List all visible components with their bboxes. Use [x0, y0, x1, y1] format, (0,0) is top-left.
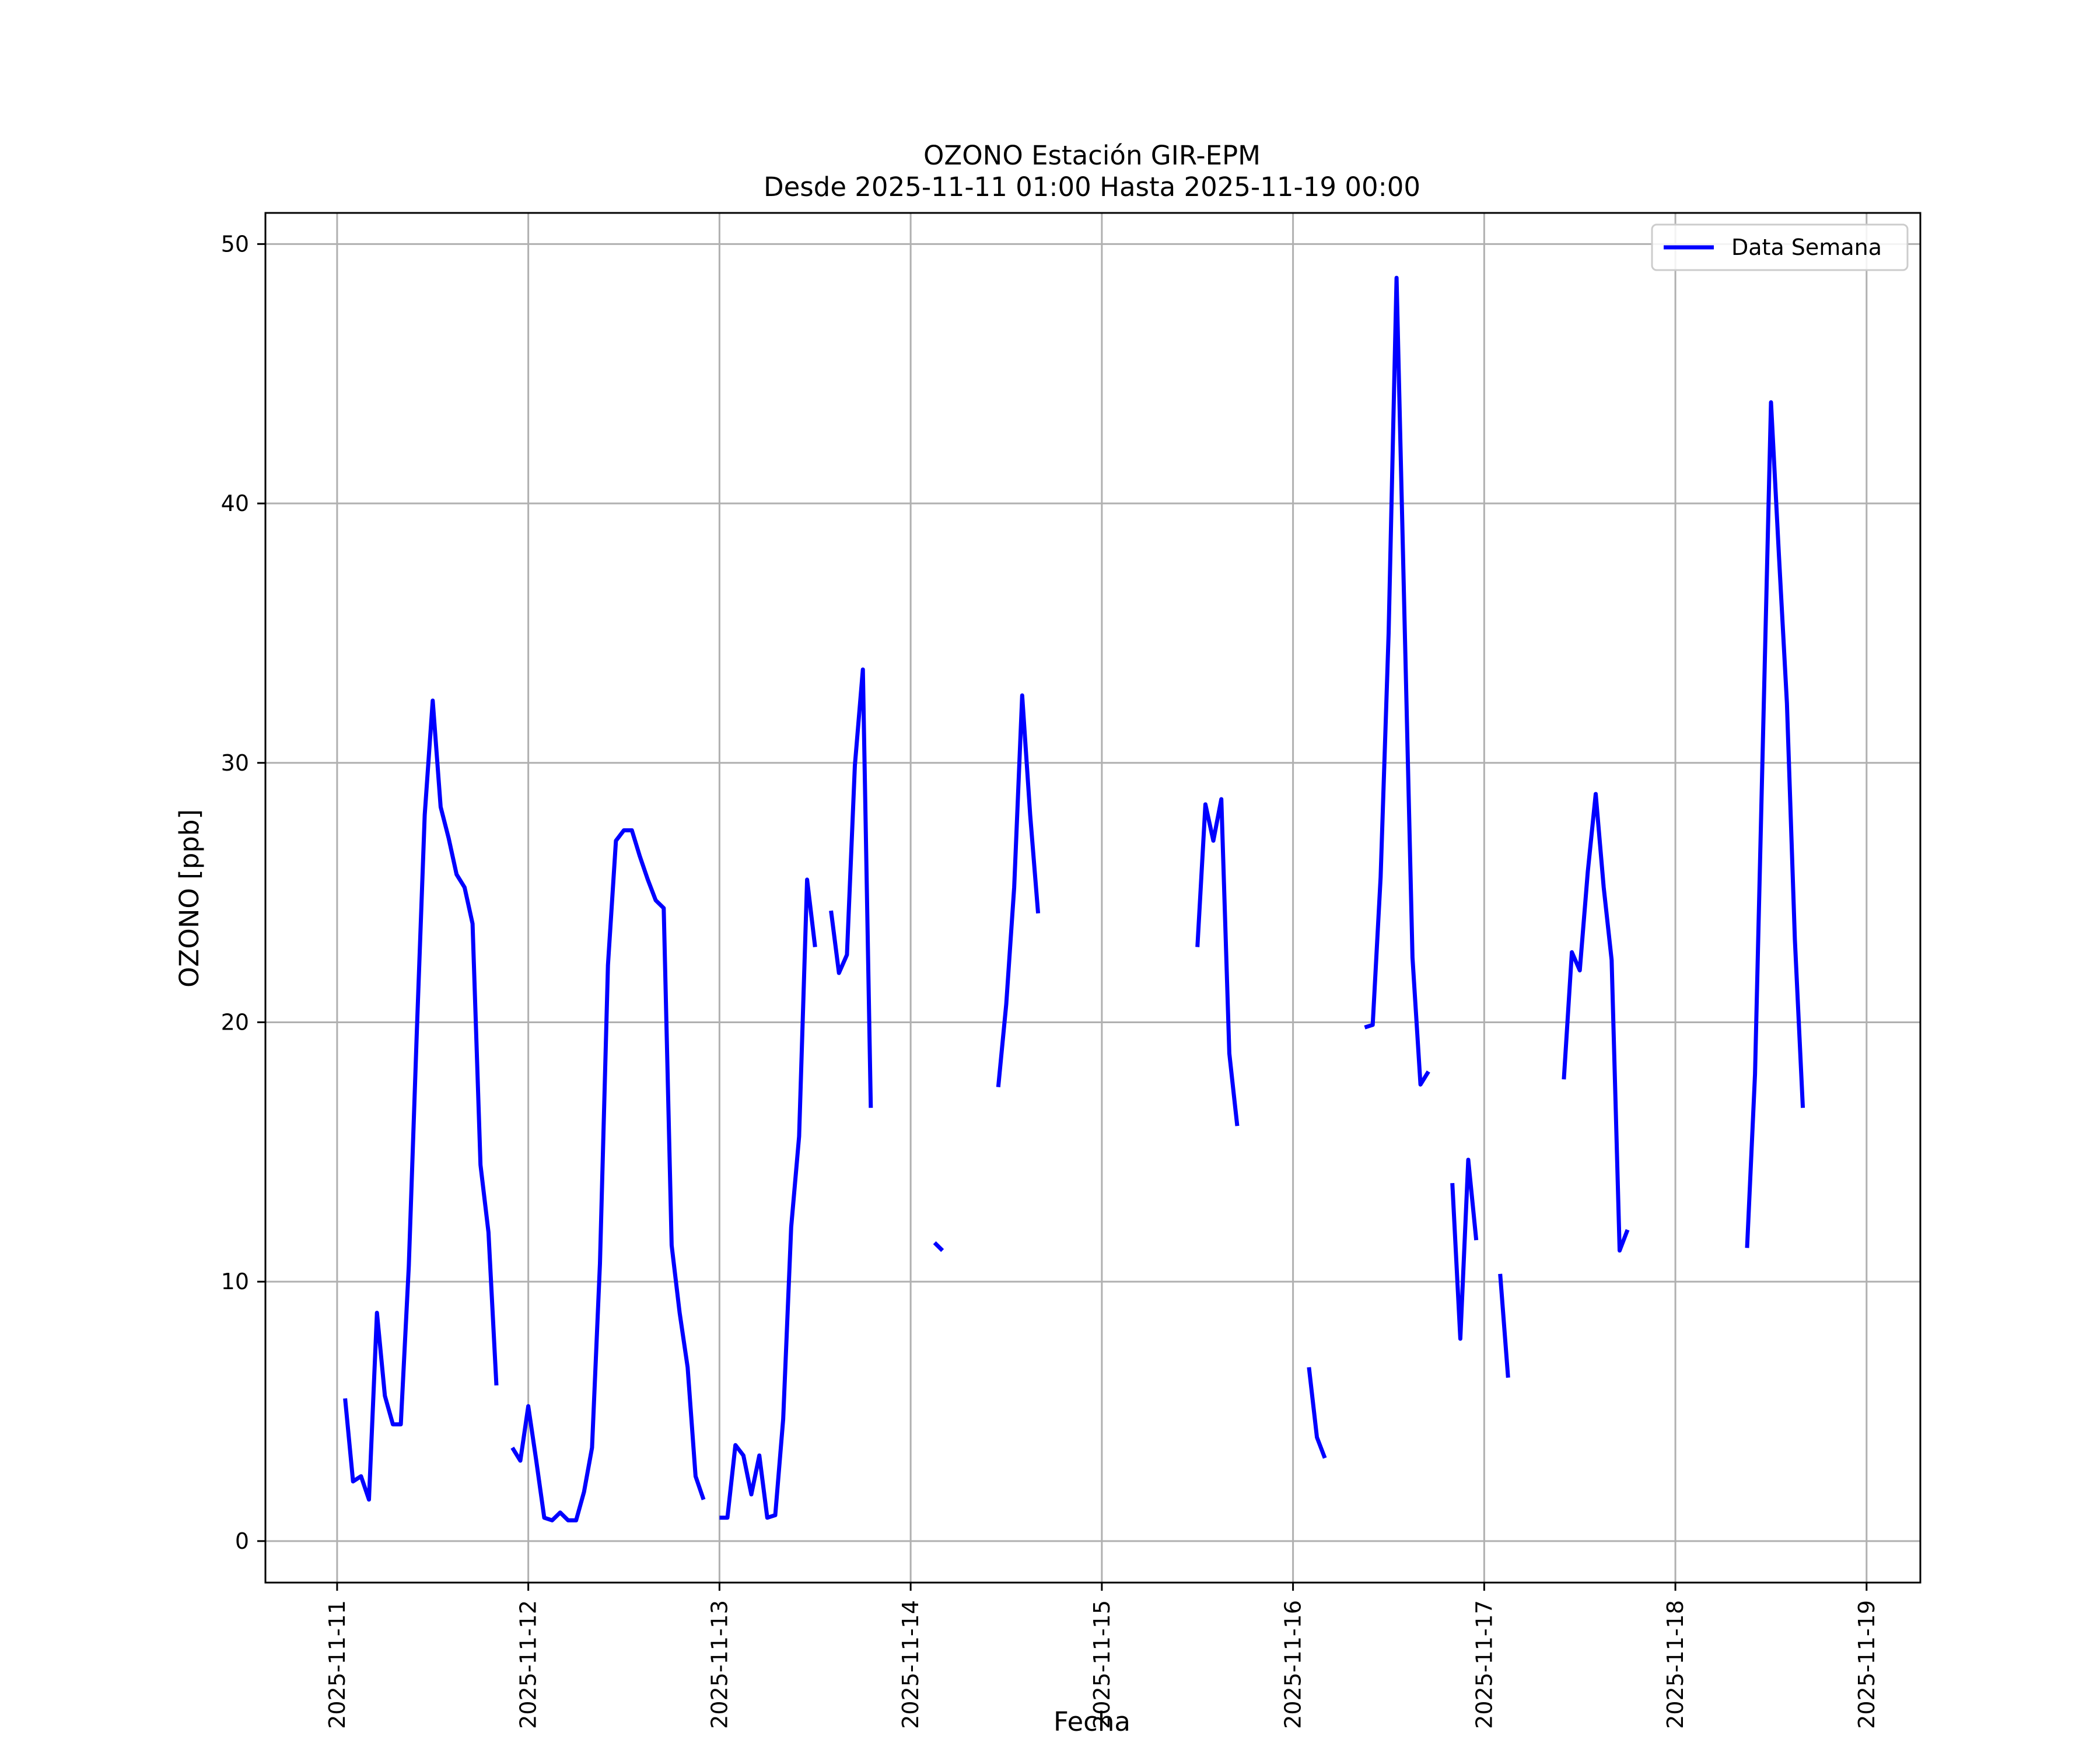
x-tick-label: 2025-11-14	[898, 1600, 923, 1729]
x-tick-label: 2025-11-15	[1089, 1600, 1115, 1729]
x-axis-label: Fecha	[1054, 1706, 1130, 1737]
x-tick-label: 2025-11-13	[706, 1600, 732, 1729]
x-tick-label: 2025-11-12	[516, 1600, 541, 1729]
x-tick-label: 2025-11-17	[1471, 1600, 1497, 1729]
series-line-segment	[343, 698, 499, 1502]
plot-frame	[264, 212, 1922, 1584]
legend: Data Semana	[1651, 223, 1909, 271]
y-axis: 0 10 20 30 40 50	[221, 231, 265, 1554]
series-line-segment	[1307, 1367, 1327, 1459]
x-tick-label: 2025-11-16	[1280, 1600, 1306, 1729]
y-tick-label: 0	[235, 1528, 249, 1554]
y-tick-label: 50	[221, 231, 249, 257]
legend-box	[1651, 223, 1909, 271]
series-line-segment	[1195, 797, 1240, 1126]
series-line-segment	[510, 828, 706, 1522]
x-axis: 2025-11-11 2025-11-12 2025-11-13 2025-11-14…	[324, 1583, 1880, 1729]
y-tick-label: 30	[221, 750, 249, 776]
y-tick-label: 20	[221, 1009, 249, 1035]
chart-subtitle: Desde 2025-11-11 01:00 Hasta 2025-11-19 …	[764, 172, 1420, 202]
series-line-segment	[933, 1241, 944, 1252]
series-line-segment	[719, 877, 817, 1520]
series-line-segment	[1562, 792, 1630, 1253]
series-line-segment	[829, 667, 873, 1108]
series-line-segment	[1498, 1273, 1510, 1378]
series-line-segment	[1745, 400, 1805, 1248]
legend-label: Data Semana	[1731, 235, 1882, 260]
y-axis-label: OZONO [ppb]	[174, 809, 205, 988]
series-line-segment	[1364, 275, 1430, 1087]
series-line-segment	[1450, 1157, 1479, 1341]
grid	[265, 213, 1920, 1583]
series-line-segment	[996, 693, 1041, 1087]
plot-lines	[343, 275, 1805, 1522]
y-tick-label: 10	[221, 1269, 249, 1294]
x-tick-label: 2025-11-11	[324, 1600, 350, 1729]
y-tick-label: 40	[221, 491, 249, 516]
x-tick-label: 2025-11-18	[1662, 1600, 1688, 1729]
x-tick-label: 2025-11-19	[1854, 1600, 1880, 1729]
chart-title: OZONO Estación GIR-EPM	[923, 140, 1261, 171]
